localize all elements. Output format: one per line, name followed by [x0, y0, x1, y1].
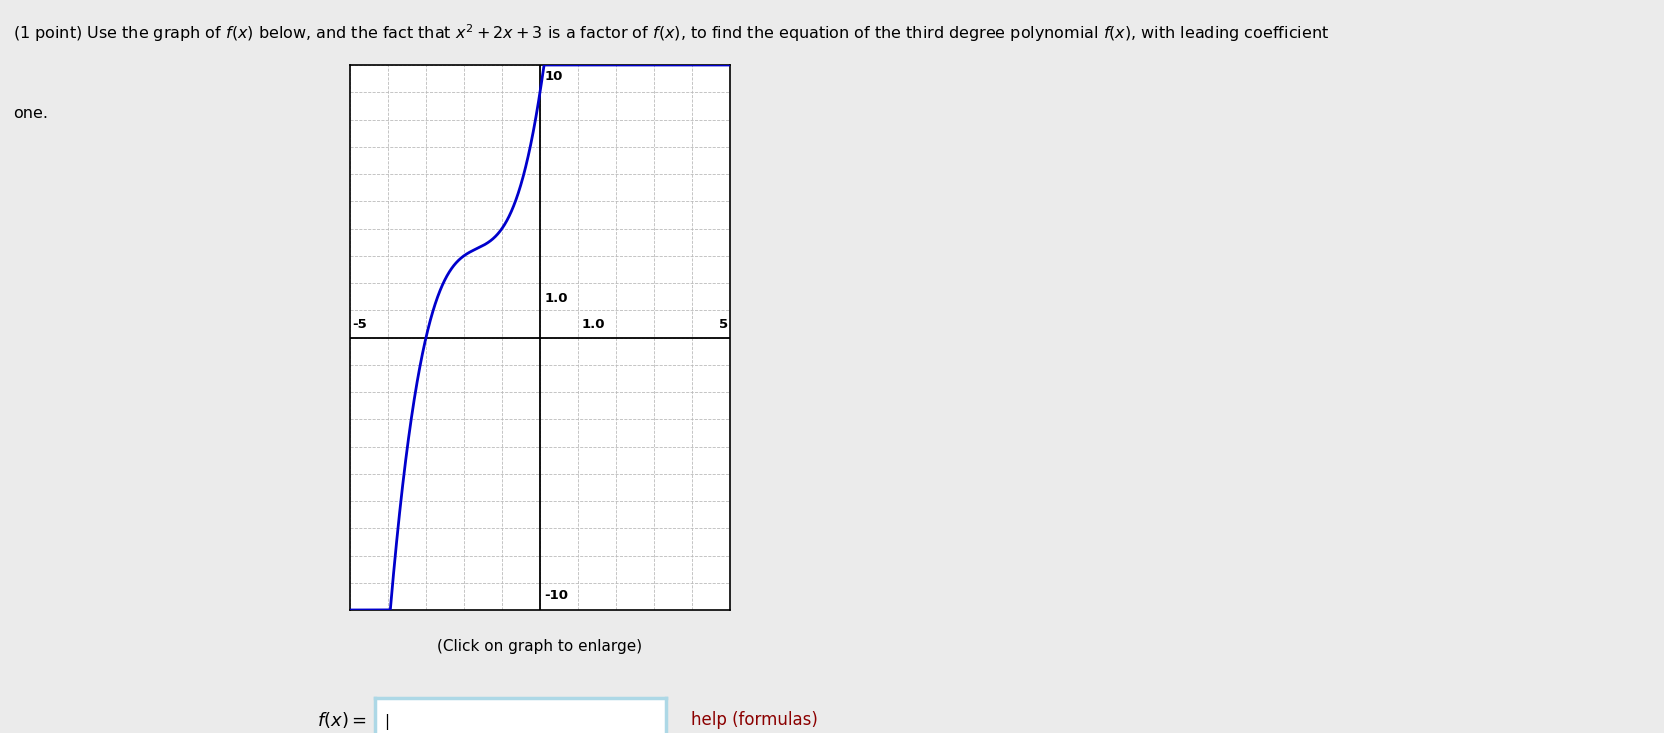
- Text: 1.0: 1.0: [544, 292, 567, 305]
- Text: -10: -10: [544, 589, 567, 602]
- Text: 5: 5: [719, 317, 727, 331]
- Text: help (formulas): help (formulas): [691, 711, 817, 729]
- Text: 1.0: 1.0: [581, 317, 606, 331]
- Text: 10: 10: [544, 70, 562, 84]
- Text: (1 point) Use the graph of $f(x)$ below, and the fact that $x^2 + 2x + 3$ is a f: (1 point) Use the graph of $f(x)$ below,…: [13, 22, 1328, 44]
- Text: -5: -5: [351, 317, 366, 331]
- Text: |: |: [383, 714, 389, 730]
- Text: $f(x) =$: $f(x) =$: [316, 710, 366, 730]
- Text: (Click on graph to enlarge): (Click on graph to enlarge): [438, 639, 642, 655]
- Text: one.: one.: [13, 106, 48, 121]
